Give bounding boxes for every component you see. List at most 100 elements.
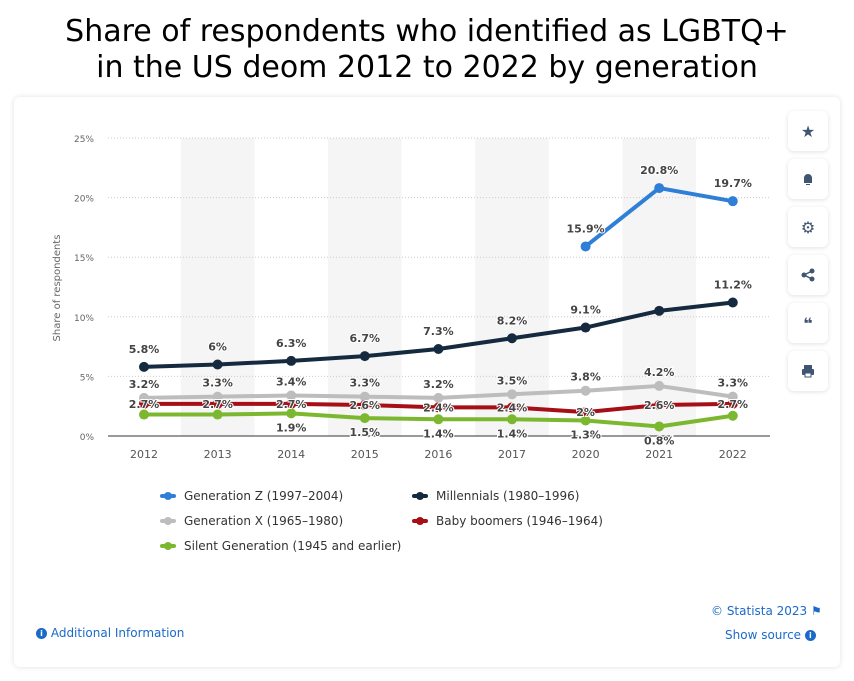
data-point [727,410,738,421]
legend-item[interactable]: Generation X (1965–1980) [160,514,343,528]
data-label: 2.4% [497,401,528,414]
data-point [359,351,370,362]
data-point [433,402,444,413]
favorite-button[interactable]: ★ [788,111,828,151]
x-tick-label: 2014 [277,448,305,461]
data-point [212,391,223,402]
x-tick-label: 2017 [498,448,526,461]
data-label: 0.8% [644,434,675,447]
data-label: 1.9% [276,421,307,434]
x-tick-label: 2022 [719,448,747,461]
legend-label: Generation Z (1997–2004) [184,489,344,503]
data-point [359,413,370,424]
data-point [580,407,591,418]
print-button[interactable] [788,351,828,391]
data-label: 1.3% [570,429,601,442]
y-tick-label: 20% [74,195,94,205]
data-label: 3.3% [718,377,749,390]
legend-item[interactable]: Silent Generation (1945 and earlier) [160,539,401,553]
data-point [727,398,738,409]
data-label: 6% [208,340,227,353]
data-label: 3.4% [276,375,307,388]
data-point [654,305,665,316]
title-line-2: in the US deom 2012 to 2022 by generatio… [96,50,758,85]
data-point [507,414,517,425]
legend-label: Silent Generation (1945 and earlier) [184,539,402,553]
data-label: 19.7% [714,177,752,190]
y-tick-label: 25% [74,135,94,145]
share-icon [801,268,815,282]
legend-item[interactable]: Baby boomers (1946–1964) [412,514,603,528]
legend-marker [160,517,176,525]
flag-icon: ⚑ [811,604,822,618]
column-band [475,138,549,436]
data-point [212,398,223,409]
title-line-1: Share of respondents who identified as L… [65,14,789,49]
copyright-label: © Statista 2023 [711,604,808,618]
data-label: 7.3% [423,325,454,338]
data-point [507,333,517,344]
data-point [286,398,297,409]
data-point [433,343,444,354]
data-point [580,322,591,333]
data-label: 15.9% [567,222,605,235]
data-label: 1.4% [497,427,528,440]
data-point [580,241,591,252]
page-title: Share of respondents who identified as L… [0,14,854,86]
data-point [654,380,665,391]
additional-information-link[interactable]: i Additional Information [36,626,184,640]
column-band [328,138,402,436]
data-point [507,402,517,413]
data-point [286,390,297,401]
info-icon: i [804,630,816,641]
print-icon [802,365,814,378]
data-point [654,421,665,432]
data-point [286,408,297,419]
x-tick-label: 2013 [204,448,232,461]
x-tick-label: 2015 [351,448,379,461]
bell-icon [804,174,812,185]
data-label: 2.7% [276,398,307,411]
legend-marker [160,542,176,550]
legend-item[interactable]: Millennials (1980–1996) [412,489,579,503]
data-label: 5.8% [129,343,160,356]
notification-button[interactable] [788,159,828,199]
data-point [654,400,665,411]
data-point [507,389,517,400]
settings-button[interactable]: ⚙ [788,207,828,247]
x-tick-label: 2012 [130,448,158,461]
data-point [727,297,738,308]
column-band [180,138,255,436]
quote-icon: ❝ [803,313,813,333]
legend-marker [412,492,428,500]
data-point [580,415,591,426]
data-label: 2% [576,406,595,419]
data-label: 3.2% [423,378,454,391]
x-tick-label: 2016 [424,448,452,461]
data-label: 20.8% [640,164,678,177]
show-source-label: Show source [725,628,802,642]
data-label: 9.1% [570,304,601,317]
data-point [654,183,665,194]
y-tick-label: 5% [80,373,95,383]
data-label: 3.2% [129,378,160,391]
data-label: 3.3% [350,377,381,390]
gear-icon: ⚙ [800,217,816,237]
data-point [139,409,149,420]
star-icon: ★ [800,121,816,141]
show-source-link[interactable]: Show source i [725,628,816,642]
chart-card [14,97,840,667]
data-point [212,409,223,420]
statista-copyright-link[interactable]: © Statista 2023 ⚑ [711,604,822,618]
data-label: 3.8% [570,371,601,384]
cite-button[interactable]: ❝ [788,303,828,343]
data-label: 4.2% [644,366,675,379]
legend-item[interactable]: Generation Z (1997–2004) [160,489,343,503]
data-label: 2.7% [202,398,233,411]
data-label: 2.6% [644,399,675,412]
x-tick-label: 2021 [645,448,673,461]
y-axis-title: Share of respondents [52,235,63,342]
share-button[interactable] [788,255,828,295]
data-point [727,196,738,207]
legend-label: Generation X (1965–1980) [184,514,344,528]
